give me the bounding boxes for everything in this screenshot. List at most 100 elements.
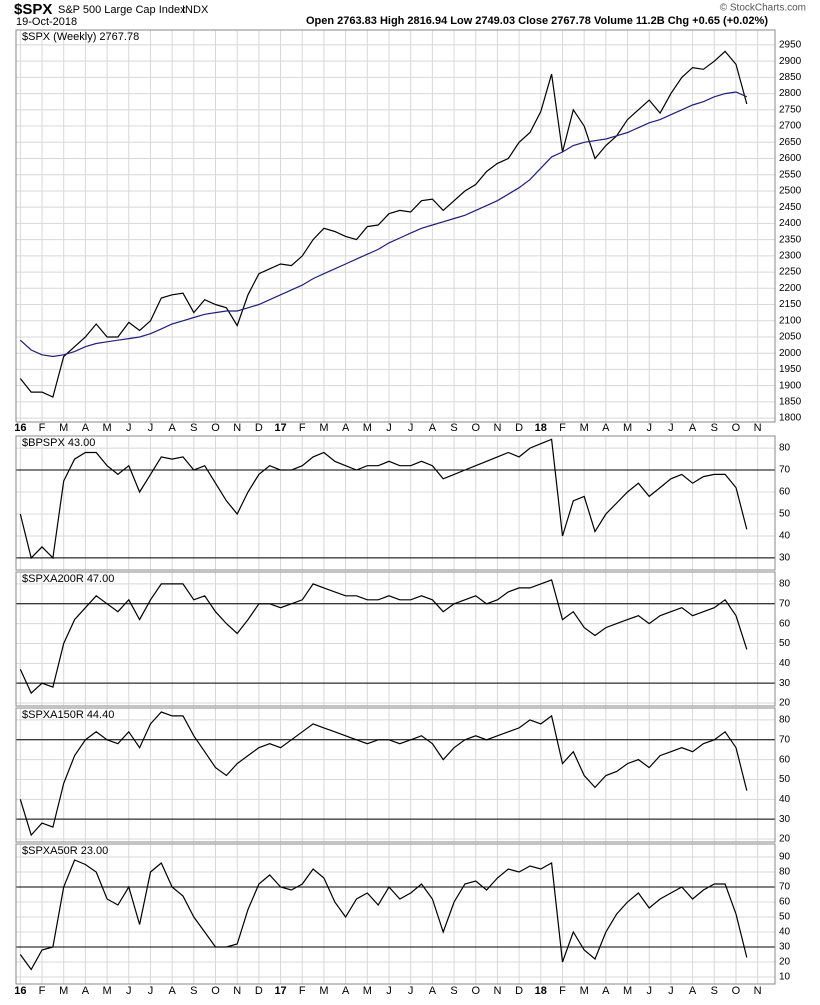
x-tick-label: J bbox=[148, 422, 154, 434]
x-tick-label: O bbox=[732, 985, 741, 997]
y-tick-label: 1800 bbox=[779, 413, 802, 424]
panel-frame bbox=[15, 707, 776, 843]
x-tick-label: J bbox=[646, 985, 652, 997]
x-tick-label: D bbox=[255, 985, 263, 997]
panel-frame bbox=[15, 843, 776, 985]
x-tick-label: A bbox=[82, 985, 90, 997]
x-tick-label: J bbox=[646, 422, 652, 434]
x-tick-label: N bbox=[754, 422, 762, 434]
x-tick-label: 17 bbox=[274, 985, 286, 997]
x-tick-label: A bbox=[82, 422, 90, 434]
y-tick-label: 2550 bbox=[779, 169, 802, 180]
chart-title: $SPX bbox=[14, 1, 52, 18]
x-tick-label: S bbox=[190, 985, 197, 997]
y-tick-label: 2700 bbox=[779, 121, 802, 132]
y-tick-label: 70 bbox=[779, 465, 791, 476]
y-tick-label: 40 bbox=[779, 794, 791, 805]
y-tick-label: 70 bbox=[779, 598, 791, 609]
panel-frame bbox=[15, 435, 776, 571]
y-tick-label: 2900 bbox=[779, 56, 802, 67]
y-tick-label: 1900 bbox=[779, 380, 802, 391]
y-tick-label: 2400 bbox=[779, 218, 802, 229]
series-line bbox=[19, 859, 748, 971]
legend-label: $SPXA200R 47.00 bbox=[22, 573, 114, 585]
x-tick-label: A bbox=[168, 422, 176, 434]
x-tick-label: A bbox=[689, 985, 697, 997]
y-tick-label: 30 bbox=[779, 942, 791, 953]
series-line bbox=[19, 579, 748, 695]
y-tick-label: 30 bbox=[779, 814, 791, 825]
series-line bbox=[19, 91, 748, 358]
legend-label: $SPX (Weekly) 2767.78 bbox=[22, 31, 139, 43]
y-tick-label: 50 bbox=[779, 509, 791, 520]
x-tick-label: S bbox=[190, 422, 197, 434]
x-tick-label: M bbox=[59, 985, 68, 997]
x-tick-label: M bbox=[623, 422, 632, 434]
y-tick-label: 70 bbox=[779, 734, 791, 745]
x-tick-label: J bbox=[408, 422, 414, 434]
panel-frame bbox=[15, 571, 776, 707]
x-tick-label: F bbox=[559, 422, 566, 434]
x-tick-label: N bbox=[233, 985, 241, 997]
y-tick-label: 40 bbox=[779, 927, 791, 938]
y-tick-label: 2450 bbox=[779, 202, 802, 213]
series-line bbox=[19, 50, 748, 398]
y-tick-label: 2500 bbox=[779, 186, 802, 197]
quote: Open 2763.83 High 2816.94 Low 2749.03 Cl… bbox=[306, 15, 768, 27]
x-tick-label: A bbox=[342, 985, 350, 997]
y-tick-label: 70 bbox=[779, 882, 791, 893]
y-tick-label: 2800 bbox=[779, 88, 802, 99]
x-tick-label: O bbox=[732, 422, 741, 434]
x-tick-label: S bbox=[711, 422, 718, 434]
x-tick-label: F bbox=[39, 985, 46, 997]
series-line bbox=[19, 438, 748, 560]
y-tick-label: 60 bbox=[779, 487, 791, 498]
x-tick-label: J bbox=[126, 985, 132, 997]
y-tick-label: 30 bbox=[779, 678, 791, 689]
x-tick-label: N bbox=[754, 985, 762, 997]
x-tick-label: N bbox=[493, 985, 501, 997]
y-tick-label: 1850 bbox=[779, 397, 802, 408]
x-tick-label: O bbox=[211, 422, 220, 434]
x-tick-label: A bbox=[342, 422, 350, 434]
y-tick-label: 2200 bbox=[779, 283, 802, 294]
date: 19-Oct-2018 bbox=[16, 16, 77, 28]
y-tick-label: 2350 bbox=[779, 234, 802, 245]
x-tick-label: S bbox=[450, 985, 457, 997]
y-tick-label: 50 bbox=[779, 638, 791, 649]
y-tick-label: 80 bbox=[779, 579, 791, 590]
x-tick-label: D bbox=[255, 422, 263, 434]
y-tick-label: 20 bbox=[779, 698, 791, 709]
x-tick-label: F bbox=[299, 422, 306, 434]
y-tick-label: 10 bbox=[779, 972, 791, 983]
x-tick-label: O bbox=[211, 985, 220, 997]
x-tick-label: F bbox=[559, 985, 566, 997]
y-tick-label: 80 bbox=[779, 443, 791, 454]
y-tick-label: 60 bbox=[779, 618, 791, 629]
x-tick-label: 18 bbox=[535, 985, 547, 997]
x-tick-label: F bbox=[299, 985, 306, 997]
x-tick-label: J bbox=[668, 985, 674, 997]
legend-label: $SPXA50R 23.00 bbox=[22, 845, 108, 857]
y-tick-label: 60 bbox=[779, 754, 791, 765]
panel-frame bbox=[15, 29, 776, 423]
y-tick-label: 2050 bbox=[779, 332, 802, 343]
x-tick-label: F bbox=[39, 422, 46, 434]
x-tick-label: A bbox=[429, 422, 437, 434]
y-tick-label: 2950 bbox=[779, 40, 802, 51]
x-tick-label: 17 bbox=[274, 422, 286, 434]
y-tick-label: 2600 bbox=[779, 153, 802, 164]
x-tick-label: M bbox=[102, 985, 111, 997]
x-tick-label: 16 bbox=[14, 422, 26, 434]
legend-label: $BPSPX 43.00 bbox=[22, 437, 95, 449]
x-tick-label: N bbox=[233, 422, 241, 434]
x-tick-label: A bbox=[602, 422, 610, 434]
y-tick-label: 90 bbox=[779, 852, 791, 863]
x-tick-label: M bbox=[363, 985, 372, 997]
x-tick-label: A bbox=[602, 985, 610, 997]
y-tick-label: 60 bbox=[779, 897, 791, 908]
series-line bbox=[19, 711, 748, 837]
x-tick-label: M bbox=[580, 985, 589, 997]
